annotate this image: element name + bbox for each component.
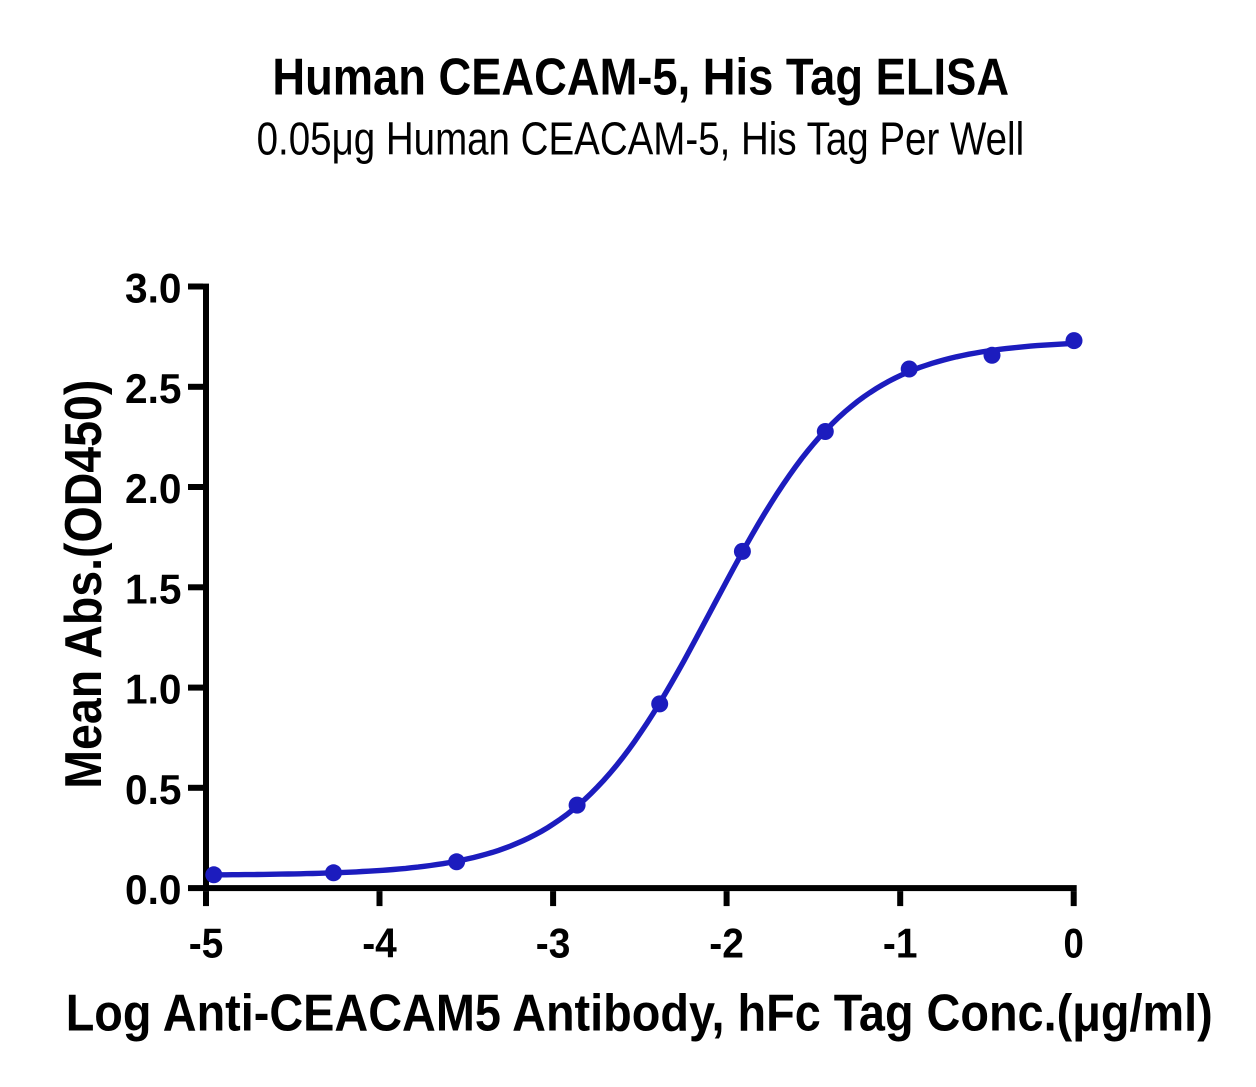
svg-text:Log Anti-CEACAM5 Antibody, hFc: Log Anti-CEACAM5 Antibody, hFc Tag Conc.… bbox=[66, 985, 1213, 1043]
svg-text:-5: -5 bbox=[189, 919, 224, 966]
svg-text:-4: -4 bbox=[362, 919, 397, 966]
svg-text:3.0: 3.0 bbox=[125, 265, 182, 312]
svg-text:0.0: 0.0 bbox=[125, 866, 182, 913]
svg-text:Mean Abs.(OD450): Mean Abs.(OD450) bbox=[55, 380, 113, 789]
svg-text:-2: -2 bbox=[709, 919, 744, 966]
svg-text:0: 0 bbox=[1064, 919, 1084, 966]
svg-text:2.0: 2.0 bbox=[125, 465, 182, 512]
svg-text:-1: -1 bbox=[883, 919, 918, 966]
svg-text:Human CEACAM-5, His Tag ELISA: Human CEACAM-5, His Tag ELISA bbox=[272, 48, 1009, 106]
svg-text:1.5: 1.5 bbox=[125, 565, 182, 612]
svg-text:1.0: 1.0 bbox=[125, 666, 182, 713]
svg-text:-3: -3 bbox=[536, 919, 571, 966]
svg-text:2.5: 2.5 bbox=[125, 365, 182, 412]
svg-text:0.05μg Human CEACAM-5, His Tag: 0.05μg Human CEACAM-5, His Tag Per Well bbox=[257, 113, 1025, 165]
svg-text:0.5: 0.5 bbox=[125, 766, 182, 813]
